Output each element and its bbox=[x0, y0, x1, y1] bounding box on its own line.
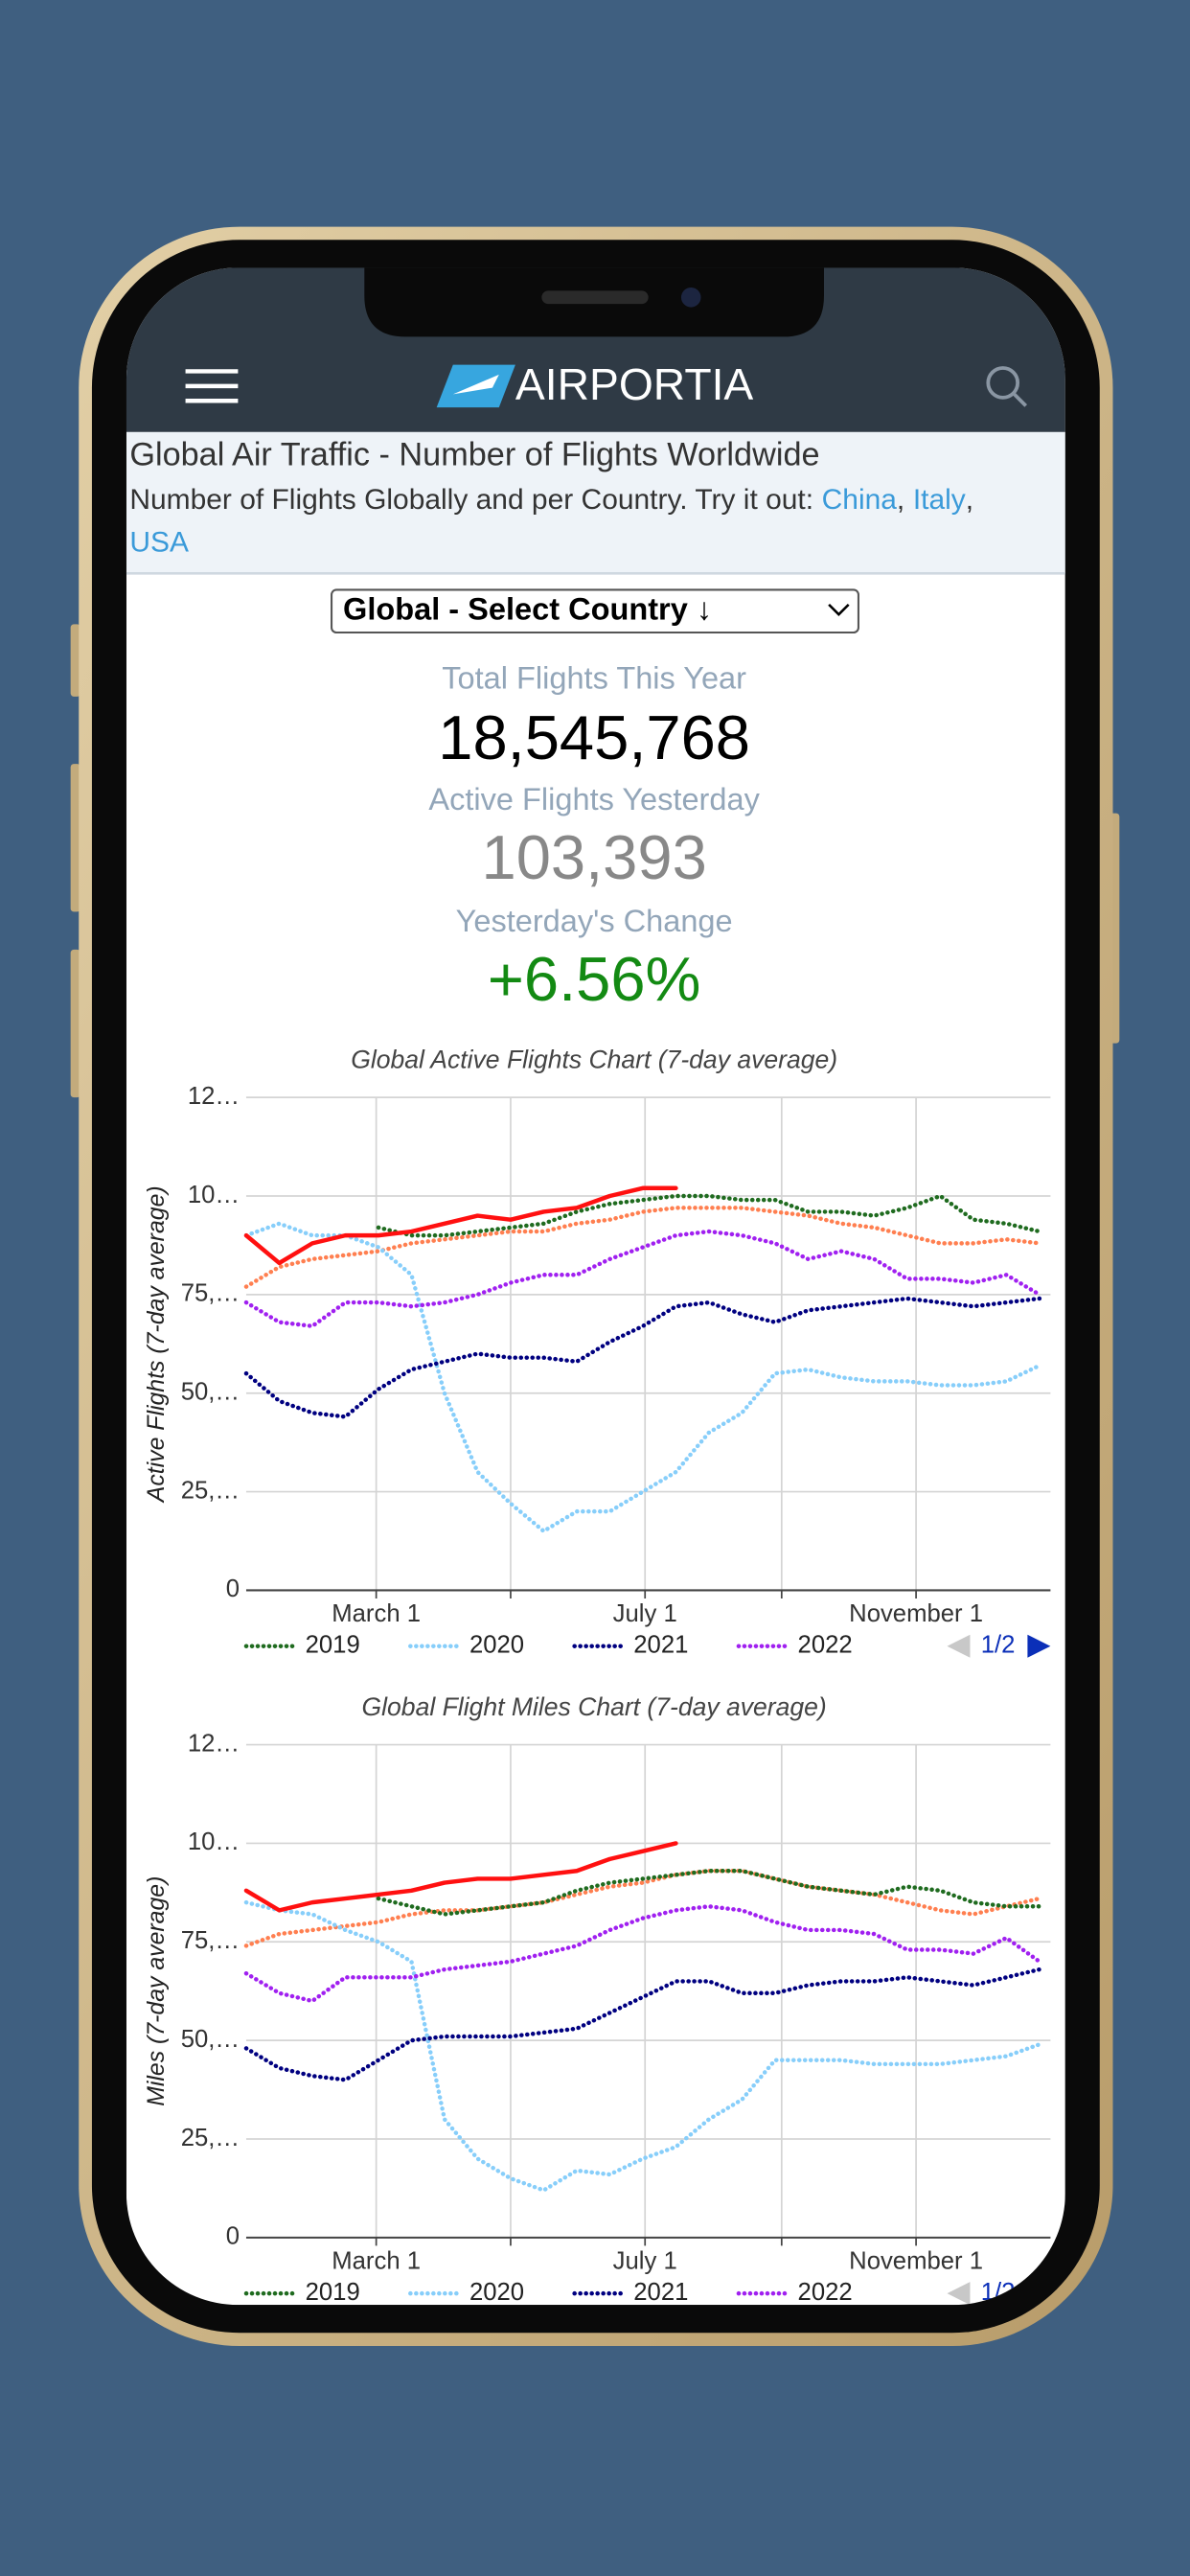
y-tick-label: 50,… bbox=[181, 2026, 240, 2053]
select-label: Global - Select Country ↓ bbox=[343, 591, 712, 626]
country-select[interactable]: Global - Select Country ↓ bbox=[331, 588, 859, 634]
separator: , bbox=[966, 484, 973, 516]
legend-label: 2022 bbox=[798, 1631, 853, 1658]
banner bbox=[126, 431, 1065, 574]
y-axis-label: Active Flights (7-day average) bbox=[144, 1185, 170, 1504]
screen: AIRPORTIA Global Air Traffic - Number of… bbox=[126, 267, 1065, 2306]
y-tick-label: 25,… bbox=[181, 2125, 240, 2151]
series-line bbox=[243, 1899, 1042, 2193]
legend-label: 2021 bbox=[633, 1631, 688, 1658]
x-tick-label: July 1 bbox=[613, 1600, 677, 1627]
series-line bbox=[243, 1221, 1042, 1533]
chart-title: Global Active Flights Chart (7-day avera… bbox=[351, 1045, 837, 1073]
y-tick-label: 0 bbox=[226, 2223, 240, 2250]
search-handle bbox=[1013, 393, 1028, 407]
series-line bbox=[243, 1185, 678, 1266]
banner-text: Number of Flights Globally and per Count… bbox=[129, 484, 813, 516]
link[interactable]: USA bbox=[129, 526, 189, 558]
chart-title: Global Flight Miles Chart (7-day average… bbox=[362, 1692, 827, 1721]
series-line bbox=[243, 1966, 1042, 2082]
legend-label: 2022 bbox=[798, 2279, 853, 2306]
stat-label: Total Flights This Year bbox=[442, 660, 746, 695]
y-tick-label: 75,… bbox=[181, 1927, 240, 1954]
side-button bbox=[70, 624, 80, 697]
legend-prev bbox=[947, 1634, 971, 1658]
series-line bbox=[243, 1868, 1042, 1948]
camera bbox=[680, 288, 701, 308]
series-line bbox=[243, 1206, 1042, 1289]
y-tick-label: 12… bbox=[188, 1730, 240, 1757]
legend-page: 1/2 bbox=[981, 1631, 1016, 1658]
menu-button[interactable] bbox=[185, 369, 239, 403]
banner-title: Global Air Traffic - Number of Flights W… bbox=[129, 437, 819, 473]
y-tick-label: 75,… bbox=[181, 1280, 240, 1307]
side-button bbox=[70, 764, 80, 912]
y-tick-label: 0 bbox=[226, 1576, 240, 1602]
banner-text-line: Number of Flights Globally and per Count… bbox=[129, 484, 973, 516]
x-tick-label: March 1 bbox=[332, 2247, 421, 2274]
speaker bbox=[541, 290, 649, 305]
separator: , bbox=[897, 484, 904, 516]
stat-label: Active Flights Yesterday bbox=[428, 782, 760, 816]
stat-value: 18,545,768 bbox=[438, 702, 750, 772]
legend-label: 2020 bbox=[469, 1631, 524, 1658]
stat-value: +6.56% bbox=[488, 944, 701, 1014]
stat-value: 103,393 bbox=[482, 822, 707, 892]
search-circle bbox=[986, 366, 1020, 400]
y-tick-label: 10… bbox=[188, 1828, 240, 1855]
series-line bbox=[376, 1193, 1042, 1238]
y-tick-label: 25,… bbox=[181, 1477, 240, 1504]
legend-label: 2021 bbox=[633, 2279, 688, 2306]
search-button[interactable] bbox=[986, 366, 1028, 407]
x-tick-label: March 1 bbox=[332, 1600, 421, 1627]
stat-label: Yesterday's Change bbox=[456, 904, 733, 938]
series-line bbox=[243, 1904, 1042, 2004]
logo-plane bbox=[452, 374, 499, 395]
legend-label: 2020 bbox=[469, 2279, 524, 2306]
legend-next[interactable] bbox=[1027, 1634, 1051, 1658]
link[interactable]: China bbox=[822, 484, 898, 516]
logo[interactable]: AIRPORTIA bbox=[515, 359, 754, 409]
side-button bbox=[70, 949, 80, 1098]
series-line bbox=[243, 1229, 1042, 1328]
x-tick-label: November 1 bbox=[849, 2247, 983, 2274]
series-line bbox=[243, 1296, 1042, 1419]
link[interactable]: Italy bbox=[913, 484, 966, 516]
series-line bbox=[243, 1841, 678, 1913]
select-chevron bbox=[828, 603, 850, 616]
select-box bbox=[331, 588, 859, 634]
x-tick-label: July 1 bbox=[613, 2247, 677, 2274]
x-tick-label: November 1 bbox=[849, 1600, 983, 1627]
y-axis-label: Miles (7-day average) bbox=[144, 1876, 170, 2106]
legend-label: 2019 bbox=[306, 1631, 360, 1658]
legend-label: 2019 bbox=[306, 2279, 360, 2306]
legend-prev bbox=[947, 2282, 971, 2306]
y-tick-label: 12… bbox=[188, 1083, 240, 1110]
y-tick-label: 50,… bbox=[181, 1378, 240, 1405]
y-tick-label: 10… bbox=[188, 1182, 240, 1208]
